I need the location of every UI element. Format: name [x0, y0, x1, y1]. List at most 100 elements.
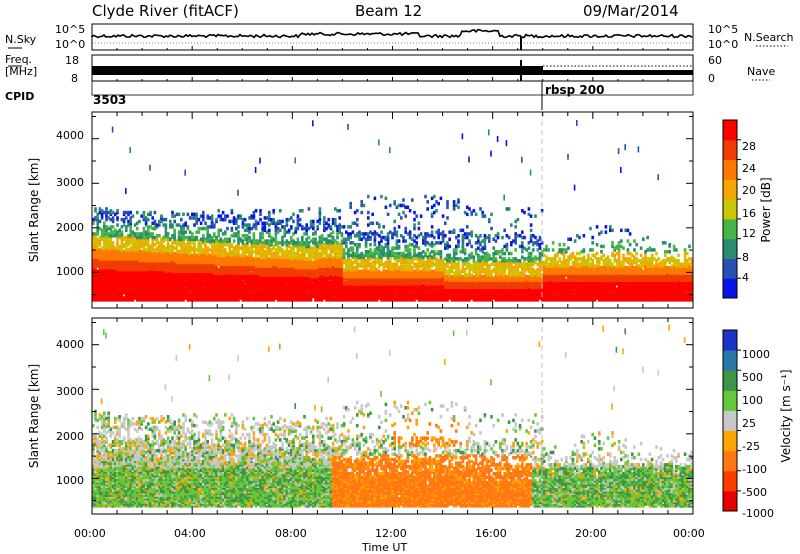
range-cell: [166, 282, 170, 286]
range-cell: [199, 262, 203, 266]
range-cell: [276, 262, 280, 266]
range-cell: [158, 280, 161, 284]
range-cell: [226, 292, 229, 297]
range-cell: [353, 291, 357, 295]
range-cell: [177, 280, 181, 284]
range-cell: [127, 219, 130, 224]
range-cell: [107, 282, 110, 286]
range-cell: [103, 251, 106, 256]
range-cell: [393, 298, 396, 302]
range-cell: [318, 269, 322, 274]
range-cell: [406, 248, 410, 252]
range-cell: [257, 248, 260, 252]
range-cell: [393, 219, 396, 224]
range-cell: [116, 269, 119, 274]
time-tick-3: 12:00: [375, 527, 407, 540]
range-cell: [345, 251, 348, 256]
range-cell: [133, 262, 137, 266]
range-cell: [243, 289, 247, 293]
range-cell: [292, 275, 295, 279]
range-cell: [272, 260, 275, 265]
range-cell: [129, 210, 132, 215]
range-cell: [193, 241, 196, 245]
range-cell: [265, 255, 269, 259]
range-cell: [175, 278, 179, 282]
range-cell: [250, 239, 253, 243]
range-cell: [375, 275, 379, 279]
range-cell: [279, 262, 282, 266]
range-cell: [107, 292, 110, 297]
range-cell: [327, 292, 330, 297]
range-cell: [276, 275, 280, 279]
range-cell: [186, 269, 190, 274]
range-cell: [243, 264, 247, 268]
range-cell: [140, 241, 143, 245]
range-cell: [213, 267, 216, 272]
range-cell: [235, 278, 238, 282]
range-cell: [331, 221, 335, 225]
range-cell: [197, 230, 201, 234]
range-cell: [347, 237, 350, 241]
range-cell: [259, 250, 262, 254]
range-cell: [263, 262, 267, 266]
range-cell: [144, 267, 148, 272]
range-cell: [404, 260, 407, 265]
range-cell: [329, 241, 333, 245]
range-cell: [213, 244, 216, 249]
range-cell: [94, 271, 97, 275]
range-cell: [279, 246, 282, 250]
range-cell: [182, 262, 185, 266]
range-cell: [367, 260, 370, 265]
range-cell: [193, 282, 196, 286]
range-cell: [287, 217, 291, 222]
range-cell: [351, 291, 355, 295]
range-cell: [274, 223, 278, 227]
range-cell: [274, 250, 278, 254]
range-cell: [158, 292, 161, 297]
range-cell: [140, 267, 143, 272]
range-cell: [226, 273, 229, 277]
range-cell: [230, 242, 234, 247]
range-cell: [250, 226, 253, 231]
range-cell: [305, 262, 308, 266]
range-cell: [98, 251, 102, 256]
range-cell: [239, 255, 242, 259]
range-cell: [287, 262, 291, 266]
range-cell: [107, 264, 110, 268]
range-cell: [384, 251, 388, 256]
range-cell: [136, 283, 139, 288]
range-cell: [125, 241, 128, 245]
range-cell: [375, 298, 379, 302]
range-cell: [241, 273, 245, 277]
range-cell: [327, 289, 330, 293]
range-cell: [133, 244, 137, 249]
range-cell: [406, 278, 410, 282]
range-cell: [151, 235, 154, 240]
range-cell: [298, 269, 302, 274]
range-cell: [149, 275, 152, 279]
range-cell: [186, 271, 190, 275]
range-cell: [206, 232, 209, 236]
range-cell: [195, 221, 198, 225]
range-cell: [153, 292, 157, 297]
range-cell: [138, 235, 141, 240]
range-cell: [151, 242, 154, 247]
range-cell: [129, 260, 132, 265]
range-cell: [281, 292, 284, 297]
range-cell: [164, 280, 168, 284]
range-cell: [270, 241, 273, 245]
time-tick-1: 04:00: [174, 527, 206, 540]
range-cell: [144, 232, 148, 236]
range-cell: [195, 230, 198, 234]
range-cell: [254, 289, 258, 293]
range-cell: [252, 264, 256, 268]
range-cell: [125, 228, 128, 233]
range-cell: [215, 258, 218, 263]
range-cell: [213, 282, 216, 286]
range-cell: [290, 269, 293, 274]
range-cell: [397, 212, 401, 217]
range-cell: [133, 258, 137, 263]
range-cell: [369, 298, 372, 302]
range-cell: [230, 250, 234, 254]
range-cell: [290, 271, 293, 275]
